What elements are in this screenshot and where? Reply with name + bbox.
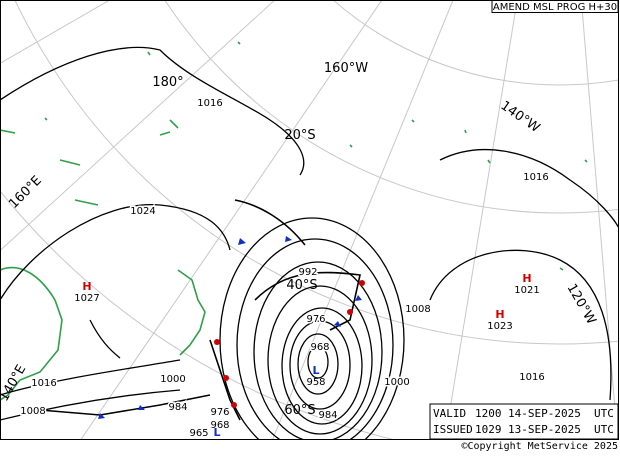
- valid-zone: UTC: [594, 407, 614, 420]
- fronts: [39, 199, 365, 421]
- copyright: ©Copyright MetService 2025: [461, 441, 618, 452]
- valid-label: VALID: [433, 407, 466, 420]
- pressure-center-value: 1027: [74, 293, 99, 304]
- pressure-center-value: 1023: [487, 321, 512, 332]
- pressure-center-value: 965: [189, 428, 208, 439]
- valid-time: 1200: [475, 407, 502, 420]
- validity-box: [429, 403, 619, 440]
- isobar-label: 1008: [20, 406, 45, 417]
- issued-label: ISSUED: [433, 423, 473, 436]
- isobar-label: 1016: [523, 172, 548, 183]
- pressure-center-kind: L: [213, 426, 220, 439]
- isobar-label: 1024: [130, 206, 155, 217]
- pressure-center-kind: H: [82, 280, 91, 293]
- labels: 180°160°W140°W120°W160°E140°E20°S40°S60°…: [0, 61, 599, 439]
- graticule-label: 160°W: [324, 61, 368, 76]
- isobar-label: 984: [318, 410, 337, 421]
- isobar-label: 992: [298, 267, 317, 278]
- header-title: AMEND MSL PROG H+30: [493, 2, 617, 13]
- issued-date: 13-SEP-2025: [508, 423, 581, 436]
- pressure-center-kind: L: [312, 364, 319, 377]
- issued-time: 1029: [475, 423, 502, 436]
- valid-date: 14-SEP-2025: [508, 407, 581, 420]
- pressure-center-value: 958: [306, 377, 325, 388]
- isobar-label: 984: [168, 402, 187, 413]
- isobar-label: 1000: [160, 374, 185, 385]
- graticule-label: 60°S: [284, 403, 315, 418]
- issued-zone: UTC: [594, 423, 614, 436]
- isobar-label: 1008: [405, 304, 430, 315]
- isobar-label: 1016: [519, 372, 544, 383]
- header-box: [491, 0, 619, 13]
- pressure-center-kind: H: [522, 272, 531, 285]
- isobar-label: 1000: [384, 377, 409, 388]
- graticule-label: 20°S: [284, 128, 315, 143]
- land: [1, 41, 588, 401]
- map-frame: [0, 0, 619, 440]
- isobar-label: 976: [210, 407, 229, 418]
- isobar-label: 976: [306, 314, 325, 325]
- isobar-label: 1016: [197, 98, 222, 109]
- pressure-center-kind: H: [495, 308, 504, 321]
- isobar-label: 1016: [31, 378, 56, 389]
- isobar-label: 968: [210, 420, 229, 431]
- pressure-center-value: 1021: [514, 285, 539, 296]
- graticule-label: 180°: [152, 75, 183, 90]
- graticule-label: 40°S: [286, 278, 317, 293]
- isobar-label: 968: [310, 342, 329, 353]
- isobars: [1, 46, 618, 439]
